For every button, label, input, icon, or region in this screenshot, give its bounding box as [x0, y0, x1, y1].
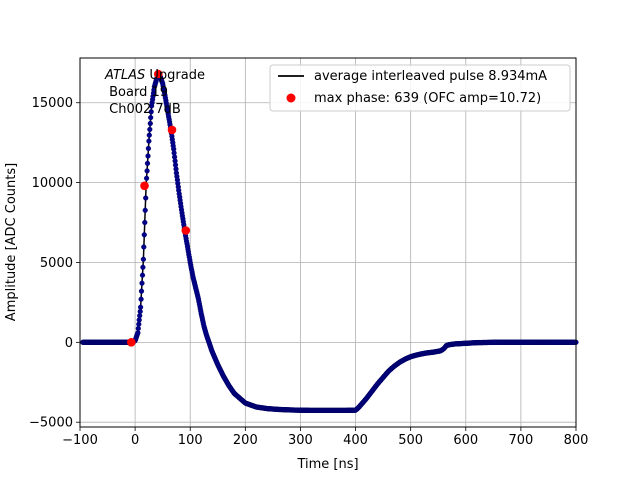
x-tick-label: 500	[398, 433, 423, 448]
sample-point	[143, 195, 149, 201]
sample-point	[138, 288, 145, 294]
max-phase-point	[181, 226, 191, 235]
legend-label-pulse: average interleaved pulse 8.934mA	[314, 69, 547, 84]
sample-point	[140, 256, 147, 262]
plot-frame	[79, 57, 577, 428]
legend-box	[269, 64, 571, 112]
sample-point	[145, 153, 151, 159]
annotation-atlas: ATLAS	[104, 68, 145, 83]
y-tick-label: 5000	[40, 256, 73, 271]
x-axis-label: Time [ns]	[296, 457, 358, 472]
sample-point	[137, 308, 143, 315]
sample-point	[139, 272, 146, 278]
sample-point	[141, 244, 147, 250]
sample-point	[147, 120, 153, 127]
annotation-line-2: Board 19	[105, 85, 168, 100]
sample-point	[144, 175, 150, 181]
sample-point	[136, 317, 142, 323]
x-tick-label: −100	[62, 433, 98, 448]
max-phase-point	[127, 338, 136, 347]
y-tick-label: −5000	[29, 416, 73, 431]
x-tick-label: 300	[288, 433, 313, 448]
y-tick-label: 10000	[32, 176, 73, 191]
max-phase-point	[154, 69, 163, 79]
x-tick-label: 600	[453, 433, 478, 448]
legend: average interleaved pulse 8.934mA max ph…	[269, 64, 571, 112]
sample-point	[147, 126, 153, 132]
sample-point	[145, 145, 152, 152]
y-tick-label: 0	[65, 336, 73, 351]
sample-point	[142, 207, 148, 213]
sample-point	[148, 114, 154, 121]
annotation-line-3: Ch002 7dB	[105, 102, 181, 117]
sample-point	[138, 296, 144, 302]
sample-point	[141, 232, 147, 238]
x-tick-label: 400	[343, 433, 368, 448]
axis-ticks: −100 0 100 200 300 400 500 600 700 800 −5000 0 5000 1…	[29, 96, 588, 448]
sample-point	[139, 280, 145, 286]
sample-point	[135, 330, 141, 336]
legend-marker-swatch	[286, 93, 296, 103]
sample-markers-layer	[80, 72, 579, 414]
x-tick-label: 100	[178, 433, 203, 448]
y-tick-label: 15000	[32, 96, 73, 111]
atlas-annotation: ATLAS Upgrade Board 19 Ch002 7dB	[104, 68, 205, 117]
sample-point	[135, 325, 141, 332]
sample-point	[148, 109, 154, 115]
legend-label-max-phase: max phase: 639 (OFC amp=10.72)	[314, 91, 541, 106]
x-tick-label: 800	[564, 433, 589, 448]
max-phase-point	[167, 125, 177, 135]
sample-point	[142, 219, 148, 226]
sample-point	[144, 160, 151, 167]
y-axis-label: Amplitude [ADC Counts]	[4, 163, 19, 321]
sample-point	[140, 264, 146, 270]
max-phase-point	[140, 181, 149, 191]
sample-point	[138, 304, 144, 310]
annotation-line-1: ATLAS Upgrade	[104, 68, 205, 83]
max-phase-markers-layer	[127, 69, 191, 347]
x-tick-label: 200	[233, 433, 258, 448]
x-tick-label: 700	[508, 433, 533, 448]
sample-point	[146, 138, 152, 144]
sample-point	[144, 168, 150, 174]
annotation-upgrade: Upgrade	[145, 68, 205, 83]
x-tick-label: 0	[131, 433, 139, 448]
sample-point	[146, 132, 152, 138]
